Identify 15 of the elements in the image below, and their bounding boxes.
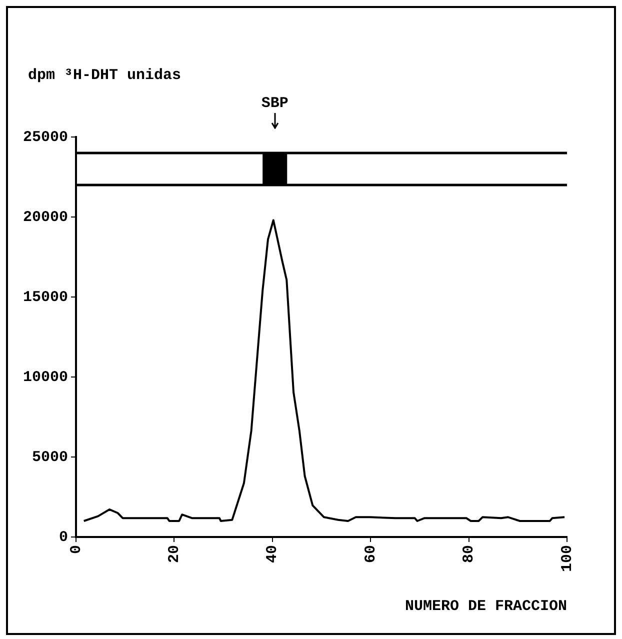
y-tick-label: 25000 [22,128,68,146]
y-tick-label: 20000 [22,208,68,226]
x-axis-title: NUMERO DE FRACCION [404,598,567,615]
x-tick-label: 0 [68,544,85,554]
x-tick-label: 100 [558,544,576,572]
x-tick-label: 60 [362,544,380,564]
y-tick-label: 5000 [32,448,68,466]
x-tick-label: 80 [460,544,478,564]
y-axis-title: dpm ³H-DHT unidas [28,67,182,84]
band-label: SBP [261,95,288,112]
y-tick-label: 15000 [22,288,68,306]
y-tick-label: 10000 [22,368,68,386]
x-tick-label: 40 [264,544,282,564]
x-tick-label: 20 [166,544,183,564]
y-tick-label: 0 [58,528,68,546]
